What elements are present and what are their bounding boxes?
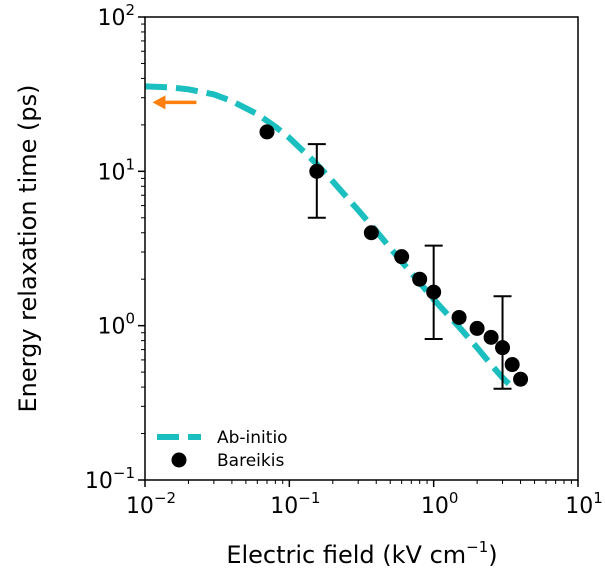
- axes-frame: [144, 16, 579, 481]
- y-axis-label: Energy relaxation time (ps): [14, 85, 42, 413]
- y-tick-label: 102: [97, 1, 135, 31]
- plot-area: [145, 83, 529, 390]
- x-tick-label: 10−2: [126, 489, 176, 519]
- bareikis-point: [469, 320, 485, 336]
- y-tick-label: 100: [97, 310, 135, 340]
- bareikis-point: [259, 124, 275, 140]
- bareikis-point: [426, 284, 442, 300]
- y-tick-label: 10−1: [85, 464, 135, 494]
- bareikis-point: [483, 329, 499, 345]
- bareikis-point: [363, 225, 379, 241]
- orange-arrow-head: [152, 95, 166, 110]
- bareikis-point: [412, 271, 428, 287]
- legend-bareikis-swatch: [171, 452, 187, 468]
- bareikis-point: [451, 309, 467, 325]
- ab-initio-curve: [145, 83, 515, 390]
- legend: Ab-initio Bareikis: [157, 428, 288, 471]
- bareikis-point: [394, 249, 410, 265]
- legend-ab-initio-label: Ab-initio: [217, 428, 288, 448]
- x-axis-label: Electric field (kV cm−1): [226, 538, 497, 569]
- y-tick-label: 101: [97, 155, 135, 185]
- legend-bareikis-label: Bareikis: [217, 451, 284, 471]
- bareikis-point: [513, 371, 529, 387]
- x-tick-label: 10−1: [270, 489, 320, 519]
- bareikis-point: [504, 357, 520, 373]
- x-tick-label: 100: [421, 489, 459, 519]
- bareikis-point: [495, 340, 511, 356]
- bareikis-point: [309, 163, 325, 179]
- x-tick-label: 101: [565, 489, 603, 519]
